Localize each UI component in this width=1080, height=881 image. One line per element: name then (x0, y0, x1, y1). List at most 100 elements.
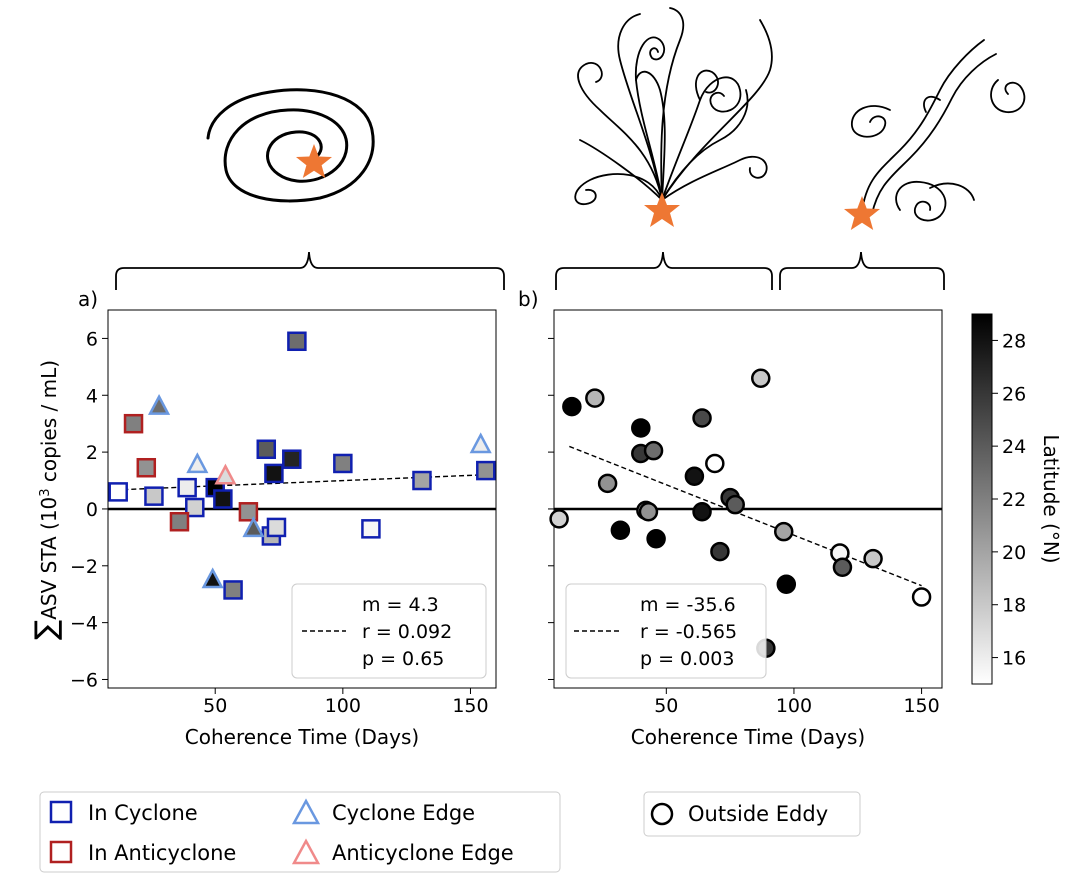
point-in-cyclone (185, 497, 205, 518)
x-axis-label-a: Coherence Time (Days) (185, 725, 419, 749)
point-outside-eddy (684, 466, 705, 487)
legend-marker-outside-eddy (650, 802, 674, 826)
x-tick-label: 100 (776, 695, 812, 717)
star-icon (644, 192, 680, 227)
point-in-cyclone (333, 453, 353, 474)
point-outside-eddy (692, 502, 712, 522)
y-tick-label: 6 (86, 328, 98, 350)
point-anticyclone-edge (214, 463, 237, 485)
colorbar-label: Latitude (°N) (1039, 434, 1063, 563)
y-tick-label: 2 (86, 442, 98, 464)
panel-a-plot: 50 100 150 −6 −4 −2 0 2 4 6 m = 4.3 r = 0.092 p =… (29, 309, 497, 749)
fit-line (569, 445, 922, 587)
x-axis-label-b: Coherence Time (Days) (631, 725, 865, 749)
point-in-cyclone (177, 477, 197, 498)
y-axis-label: ∑ASV STA (103 copies / mL) (29, 360, 64, 640)
legend-label-in-anticyclone: In Anticyclone (88, 841, 236, 865)
point-outside-eddy (631, 418, 651, 438)
point-cyclone-edge (201, 567, 224, 589)
panel-b-label: b) (518, 287, 539, 311)
point-outside-eddy (610, 520, 631, 541)
legend-marker-anticyclone-edge (291, 838, 321, 865)
legend-marker-in-cyclone (49, 800, 73, 824)
panel-a-ticks: 50 100 150 −6 −4 −2 0 2 4 6 (70, 328, 489, 717)
star-icon (296, 144, 332, 178)
stats-box-b: m = -35.6 r = -0.565 p = 0.003 (565, 583, 767, 679)
point-outside-eddy (646, 529, 666, 549)
panel-b-ticks: 50 100 150 (548, 337, 940, 717)
sigma-symbol: ∑ (29, 620, 64, 640)
eddy-illustration-b1 (574, 7, 773, 205)
point-in-cyclone (256, 439, 277, 460)
brace-a (115, 251, 505, 290)
legend-label-cyclone-edge: Cyclone Edge (332, 801, 475, 825)
point-outside-eddy (776, 574, 797, 595)
eddy-illustration-a (206, 88, 375, 203)
point-in-cyclone (287, 331, 307, 352)
colorbar-tick-label: 16 (1002, 648, 1026, 670)
point-outside-eddy (710, 541, 730, 562)
point-in-cyclone (108, 482, 128, 502)
colorbar-ticks: 16 18 20 22 24 26 28 (992, 330, 1026, 670)
panel-b-points (549, 368, 932, 658)
stat-m: m = 4.3 (362, 594, 439, 616)
legend-eddy-types: In Cyclone In Anticyclone Cyclone Edge A… (39, 791, 561, 873)
point-cyclone-edge (469, 432, 492, 454)
x-tick-label: 100 (325, 695, 361, 717)
point-outside-eddy (549, 509, 569, 529)
point-outside-eddy (638, 502, 659, 522)
point-outside-eddy (585, 388, 605, 408)
point-cyclone-edge (242, 516, 265, 538)
stat-p: p = 0.65 (362, 648, 444, 670)
point-in-cyclone (266, 517, 287, 538)
star-icon (844, 196, 880, 230)
point-in-cyclone (412, 470, 432, 491)
point-in-cyclone (361, 519, 381, 539)
point-outside-eddy (751, 368, 771, 388)
coherent-eddy-spiral (206, 88, 375, 203)
point-outside-eddy (692, 408, 712, 428)
colorbar-tick-label: 18 (1002, 595, 1026, 617)
point-outside-eddy (773, 521, 794, 542)
point-outside-eddy (863, 548, 883, 569)
point-in-cyclone (264, 463, 284, 484)
panel-a-points (108, 331, 496, 600)
y-tick-label: 4 (86, 385, 98, 407)
legend-label-in-cyclone: In Cyclone (88, 801, 198, 825)
y-tick-label: −2 (70, 556, 98, 578)
colorbar-tick-label: 20 (1002, 542, 1026, 564)
point-in-anticyclone (169, 511, 190, 532)
stat-p: p = 0.003 (640, 648, 734, 670)
point-in-cyclone (282, 449, 302, 469)
panel-b-plot: 50 100 150 m = -35.6 r = -0.565 p = 0.003 … (548, 309, 943, 749)
legend-label-outside-eddy: Outside Eddy (688, 802, 828, 826)
colorbar-tick-label: 28 (1002, 330, 1026, 352)
y-tick-label: −6 (70, 669, 98, 691)
point-in-anticyclone (123, 413, 144, 434)
x-tick-label: 150 (452, 695, 488, 717)
colorbar-gradient (971, 313, 993, 685)
point-cyclone-edge (147, 393, 171, 415)
legend-marker-cyclone-edge (291, 798, 321, 825)
stats-box-a: m = 4.3 r = 0.092 p = 0.65 (291, 583, 487, 679)
stat-r: r = 0.092 (362, 621, 452, 643)
y-tick-label: 0 (86, 499, 98, 521)
point-in-cyclone (476, 460, 496, 481)
point-cyclone-edge (186, 452, 209, 474)
x-tick-label: 50 (654, 695, 678, 717)
panel-a-label: a) (78, 287, 98, 311)
point-outside-eddy (705, 453, 725, 474)
colorbar: 16 18 20 22 24 26 28 Latitude (°N) (971, 313, 1063, 685)
legend-outside: Outside Eddy (643, 791, 861, 837)
eddy-illustration-b2 (851, 39, 1026, 222)
point-in-cyclone (213, 489, 233, 509)
x-tick-label: 150 (903, 695, 939, 717)
point-outside-eddy (725, 494, 745, 515)
point-outside-eddy (911, 587, 932, 607)
legend-marker-in-anticyclone (49, 840, 73, 864)
colorbar-tick-label: 22 (1002, 489, 1026, 511)
y-tick-label: −4 (70, 613, 98, 635)
point-in-anticyclone (136, 457, 157, 478)
colorbar-tick-label: 24 (1002, 436, 1026, 458)
